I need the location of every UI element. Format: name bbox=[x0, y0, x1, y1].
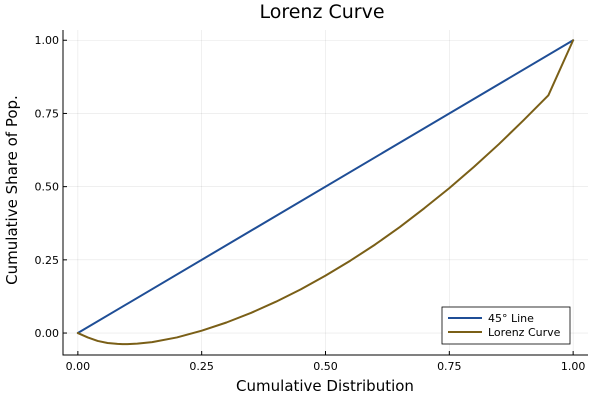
plot-lines bbox=[76, 39, 575, 346]
y-tick-label: 1.00 bbox=[35, 34, 60, 47]
x-tick-label: 0.00 bbox=[66, 360, 91, 373]
x-tick-label: 0.25 bbox=[189, 360, 214, 373]
y-tick-label: 0.50 bbox=[35, 181, 60, 194]
legend-label-45-degree: 45° Line bbox=[488, 312, 534, 325]
x-tick-label: 1.00 bbox=[561, 360, 586, 373]
y-tick-label: 0.75 bbox=[35, 107, 60, 120]
x-axis-label: Cumulative Distribution bbox=[236, 377, 414, 395]
y-tick-label: 0.00 bbox=[35, 327, 60, 340]
legend-label-lorenz: Lorenz Curve bbox=[488, 326, 561, 339]
x-tick-label: 0.75 bbox=[437, 360, 462, 373]
legend: 45° Line Lorenz Curve bbox=[441, 306, 571, 345]
chart-title: Lorenz Curve bbox=[259, 1, 384, 23]
grid-lines bbox=[63, 30, 588, 355]
y-tick-label: 0.25 bbox=[35, 254, 60, 267]
series-line-45-degree bbox=[76, 39, 575, 335]
axis-spines bbox=[62, 30, 588, 356]
axis-ticks: 0.00 0.25 0.50 0.75 1.00 0.00 0.25 0.50 0.75 1.00 bbox=[35, 34, 586, 373]
x-tick-label: 0.50 bbox=[313, 360, 338, 373]
y-axis-label: Cumulative Share of Pop. bbox=[3, 95, 21, 285]
series-line-lorenz bbox=[76, 39, 575, 346]
legend-box bbox=[441, 306, 571, 345]
